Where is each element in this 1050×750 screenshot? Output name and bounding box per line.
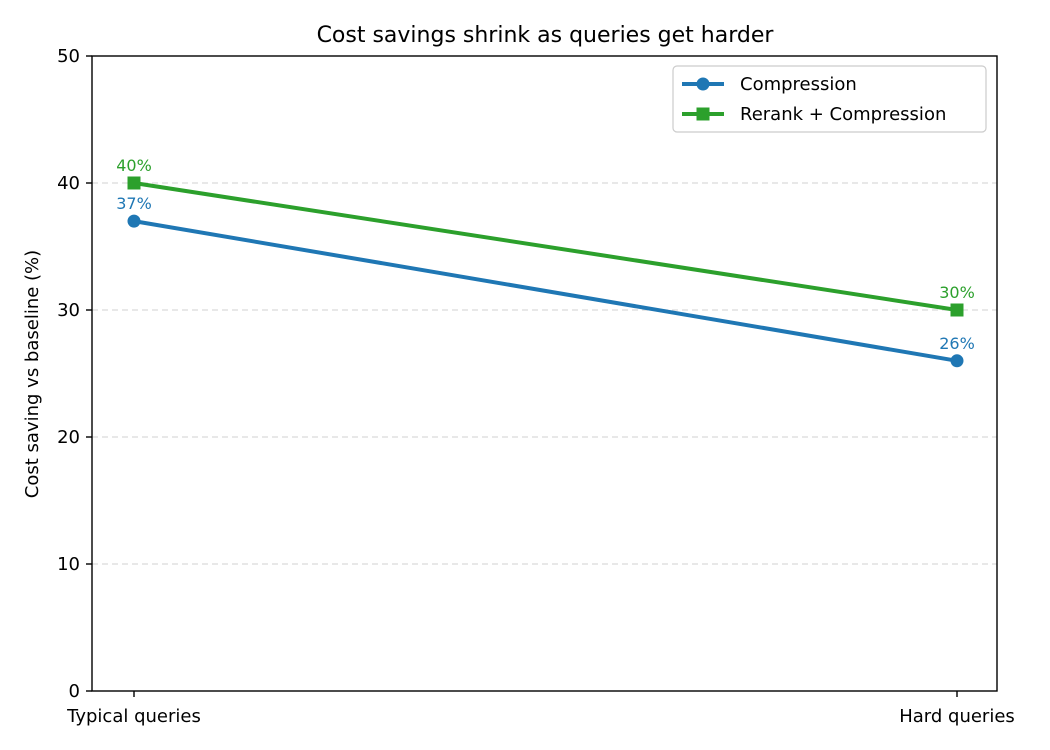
y-axis-label: Cost saving vs baseline (%) xyxy=(22,250,43,498)
chart-title: Cost savings shrink as queries get harde… xyxy=(317,23,775,48)
data-label: 40% xyxy=(116,156,152,175)
data-point xyxy=(127,176,141,190)
legend-label: Rerank + Compression xyxy=(740,104,946,125)
series-rerank-compression: 40% 30% xyxy=(116,156,975,317)
y-tick-label: 10 xyxy=(57,554,80,575)
data-point xyxy=(950,303,964,317)
y-tick-label: 30 xyxy=(57,300,80,321)
legend-box xyxy=(672,65,987,133)
y-tick-label: 50 xyxy=(57,46,80,67)
y-tick-label: 20 xyxy=(57,427,80,448)
data-label: 37% xyxy=(116,194,152,213)
data-point xyxy=(950,354,964,368)
y-tick-label: 0 xyxy=(69,681,80,702)
legend-entry: Compression xyxy=(682,74,857,95)
plot-frame xyxy=(91,55,998,692)
legend-marker xyxy=(696,107,710,121)
legend-marker xyxy=(696,77,710,91)
legend-entry: Rerank + Compression xyxy=(682,104,946,125)
y-tick-label: 40 xyxy=(57,173,80,194)
data-label: 30% xyxy=(939,283,975,302)
series-compression: 37% 26% xyxy=(116,194,975,368)
series-line xyxy=(133,219,958,363)
data-label: 26% xyxy=(939,334,975,353)
axes: 0 10 20 30 40 50 Typical queries Hard queries xyxy=(57,46,1015,727)
legend-label: Compression xyxy=(740,74,857,95)
series-group: 37% 26% 40% 30% xyxy=(116,156,975,368)
x-tick-label: Hard queries xyxy=(899,706,1015,727)
grid-lines xyxy=(92,182,997,565)
x-tick-label: Typical queries xyxy=(66,706,201,727)
series-line xyxy=(133,181,958,312)
legend: Compression Rerank + Compression xyxy=(672,65,987,133)
data-point xyxy=(127,214,141,228)
